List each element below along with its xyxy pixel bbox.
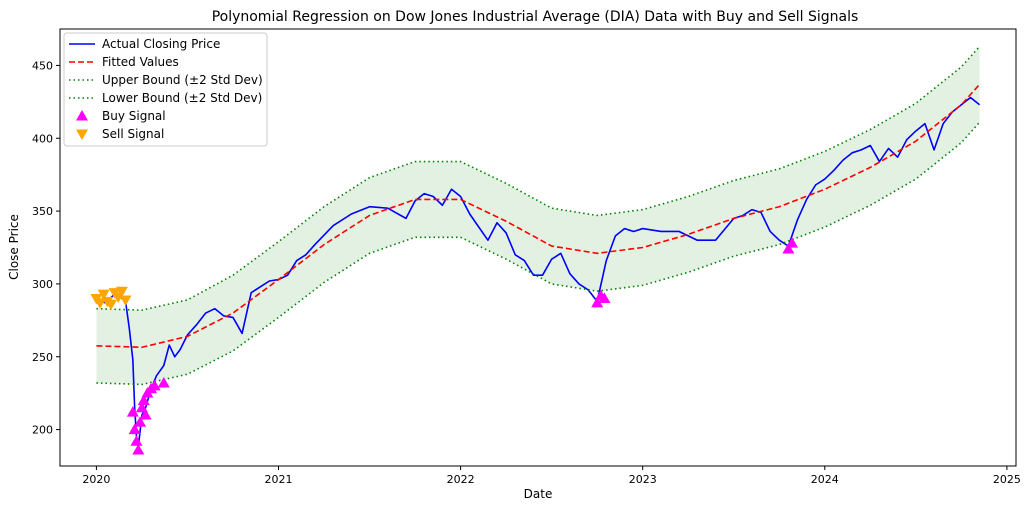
buy-signal-marker — [137, 394, 150, 405]
sell-signal-marker — [104, 299, 117, 311]
series-line-2 — [96, 45, 981, 311]
buy-signal-marker — [132, 443, 145, 455]
y-tick-label: 250 — [32, 351, 53, 364]
legend-label: Buy Signal — [102, 109, 166, 123]
y-tick-label: 400 — [32, 132, 53, 145]
buy-signal-marker — [126, 406, 139, 417]
legend-label: Fitted Values — [102, 55, 179, 69]
legend-swatch — [76, 110, 88, 121]
legend-box — [63, 32, 268, 147]
legend-label: Sell Signal — [102, 127, 164, 141]
y-axis-label: Close Price — [7, 214, 21, 280]
buy-signal-marker — [598, 292, 611, 303]
buy-signal-marker — [130, 435, 143, 446]
axis-ticks: 2020 2021 2022 2023 2024 2025 200 250 300 350 400 4… — [32, 59, 1021, 486]
buy-signal-marker — [782, 242, 795, 254]
legend-swatch — [76, 129, 88, 140]
legend-label: Lower Bound (±2 Std Dev) — [102, 91, 262, 105]
x-tick-label: 2025 — [993, 473, 1021, 486]
confidence-band — [96, 46, 980, 385]
legend-label: Actual Closing Price — [102, 37, 220, 51]
sell-signal-marker — [115, 286, 128, 298]
buy-signal-marker — [591, 296, 604, 308]
buy-signal-marker — [135, 401, 148, 413]
chart-title: Polynomial Regression on Dow Jones Indus… — [212, 9, 859, 25]
plot-area — [90, 45, 981, 455]
series-line-1 — [96, 83, 981, 349]
series-line-3 — [96, 121, 981, 386]
y-tick-label: 450 — [32, 59, 53, 72]
sell-signal-marker — [97, 289, 110, 301]
buy-signal-marker — [128, 423, 141, 435]
buy-signal-marker — [134, 416, 147, 427]
y-tick-label: 300 — [32, 278, 53, 291]
x-tick-label: 2022 — [447, 473, 475, 486]
x-tick-label: 2023 — [629, 473, 657, 486]
legend: Actual Closing Price Fitted Values Upper B… — [63, 32, 268, 147]
sell-signal-marker — [119, 295, 132, 306]
x-axis-label: Date — [524, 487, 553, 501]
buy-signal-marker — [157, 376, 170, 388]
buy-signal-marker — [139, 409, 152, 420]
x-tick-label: 2024 — [811, 473, 839, 486]
y-tick-label: 200 — [32, 424, 53, 437]
buy-signal-marker — [148, 379, 161, 391]
y-tick-label: 350 — [32, 205, 53, 218]
sell-signal-marker — [94, 298, 107, 309]
buy-signal-marker — [786, 237, 799, 248]
x-tick-label: 2020 — [82, 473, 110, 486]
series-line-0 — [96, 96, 981, 448]
x-tick-label: 2021 — [265, 473, 293, 486]
axes-frame — [59, 28, 1017, 467]
legend-label: Upper Bound (±2 Std Dev) — [102, 73, 263, 87]
